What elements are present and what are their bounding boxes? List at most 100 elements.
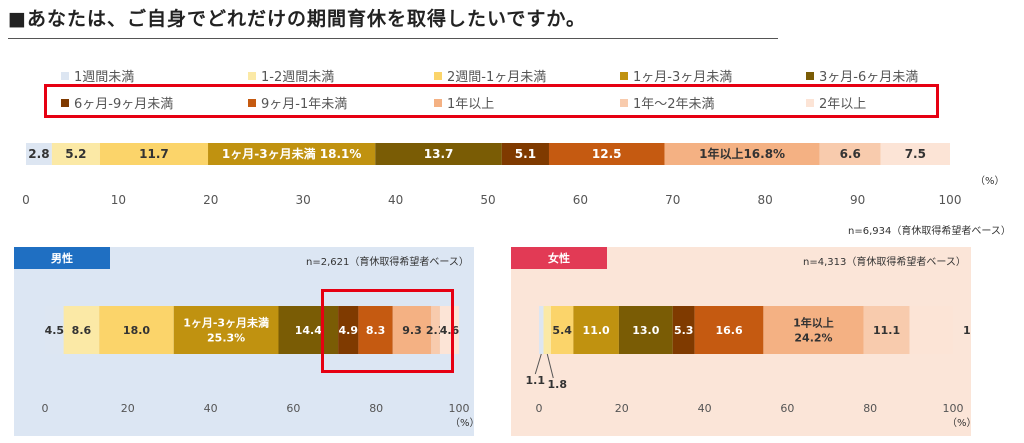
- male-panel: 男性 n=2,621（育休取得希望者ベース） 4.5 8.6 18.0 1ヶ月-3ヶ月…: [14, 247, 480, 436]
- axis-tick-label: 90: [850, 193, 865, 207]
- bar-label: 5.2: [65, 147, 86, 161]
- bar-label: 7.5: [905, 147, 926, 161]
- axis-tick-label: 20: [615, 402, 629, 415]
- bar-label: 13.0: [632, 324, 659, 337]
- bar-segment: [694, 306, 764, 354]
- bar-label: 1年以上: [793, 315, 834, 329]
- axis-tick-label: 100: [943, 402, 964, 415]
- bar-label: 9.3: [402, 324, 422, 337]
- bar-segment: [431, 306, 440, 354]
- bar-label: 12.5: [592, 147, 622, 161]
- bar-segment: [618, 306, 673, 354]
- male-sample-note: n=2,621（育休取得希望者ベース）: [306, 257, 469, 268]
- legend-swatch: [620, 71, 628, 80]
- title-divider: [8, 38, 778, 39]
- legend-swatch: [806, 71, 814, 80]
- bar-segment: [548, 143, 665, 165]
- bar-segment: [375, 143, 502, 165]
- bar-segment: [358, 306, 393, 354]
- female-tab: 女性: [511, 247, 607, 269]
- legend-label: 1-2週間未満: [261, 70, 335, 85]
- bar-label: 8.6: [72, 324, 92, 337]
- bar-segment: [208, 143, 376, 165]
- legend-item: 6ヶ月-9ヶ月未満: [61, 93, 173, 112]
- bar-segment: [51, 143, 100, 165]
- legend-swatch: [434, 71, 442, 80]
- bar-segment: [573, 306, 619, 354]
- axis-tick-label: 20: [121, 402, 135, 415]
- bar-segment: [880, 143, 950, 165]
- axis-tick-label: 60: [780, 402, 794, 415]
- legend-highlight-box: [44, 84, 939, 118]
- bar-label: 10.5: [963, 324, 971, 337]
- legend-swatch: [248, 71, 256, 80]
- bar-segment: [501, 143, 549, 165]
- legend-label: 1ヶ月-3ヶ月未満: [633, 70, 733, 85]
- legend-item: 3ヶ月-6ヶ月未満: [806, 66, 918, 85]
- bar-segment: [439, 306, 459, 354]
- bar-label: 11.7: [139, 147, 169, 161]
- bar-label: 11.0: [583, 324, 610, 337]
- legend-label: 1年～2年未満: [633, 97, 715, 112]
- legend-label: 6ヶ月-9ヶ月未満: [74, 97, 174, 112]
- legend-swatch: [620, 98, 628, 107]
- axis-tick-label: 80: [863, 402, 877, 415]
- axis-tick-label: 100: [449, 402, 470, 415]
- legend-item: 2週間-1ヶ月未満: [434, 66, 546, 85]
- bar-label: 1ヶ月-3ヶ月未満: [183, 315, 269, 329]
- bar-segment: [672, 306, 695, 354]
- bar-label: 4.6: [440, 324, 460, 337]
- bar-label: 4.5: [45, 324, 65, 337]
- legend-label: 1年以上: [447, 97, 495, 112]
- bar-label: 13.7: [424, 147, 454, 161]
- axis-tick-label: 0: [536, 402, 543, 415]
- bar-segment: [338, 306, 359, 354]
- bar-label: 24.2%: [794, 331, 832, 344]
- bar-label: 1ヶ月-3ヶ月未満 18.1%: [222, 146, 362, 161]
- axis-tick-label: 40: [698, 402, 712, 415]
- bar-label: 1.8: [548, 378, 568, 391]
- bar-segment: [539, 306, 544, 354]
- bar-segment: [26, 143, 52, 165]
- female-sample-note: n=4,313（育休取得希望者ベース）: [803, 257, 966, 268]
- bar-label: 2.8: [28, 147, 49, 161]
- legend-swatch: [61, 98, 69, 107]
- male-highlight-box: [321, 289, 454, 373]
- legend-item: 1ヶ月-3ヶ月未満: [620, 66, 732, 85]
- bar-label: 4.9: [339, 324, 359, 337]
- legend-item: 1-2週間未満: [248, 66, 334, 85]
- bar-segment: [551, 306, 574, 354]
- bar-label: 1年以上16.8%: [699, 146, 785, 161]
- male-tab: 男性: [14, 247, 110, 269]
- axis-tick-label: 0: [42, 402, 49, 415]
- legend-swatch: [806, 98, 814, 107]
- axis-tick-label: 100: [939, 193, 962, 207]
- legend-item: 1年以上: [434, 93, 494, 112]
- legend-swatch: [248, 98, 256, 107]
- leader-line: [546, 353, 554, 379]
- bar-segment: [173, 306, 279, 354]
- bar-segment: [863, 306, 910, 354]
- bar-label: 16.6: [715, 324, 742, 337]
- bar-label: 5.3: [674, 324, 694, 337]
- axis-tick-label: 10: [111, 193, 126, 207]
- female-chart: 1.11.8 5.4 11.0 13.0 5.3 16.6 1年以上 24.2% 11.1 10.…: [526, 306, 971, 415]
- axis-tick-label: 40: [204, 402, 218, 415]
- bar-label: 25.3%: [207, 331, 245, 344]
- axis-tick-label: 20: [203, 193, 218, 207]
- bar-segment: [63, 306, 100, 354]
- bar-segment: [99, 143, 209, 165]
- legend-label: 9ヶ月-1年未満: [261, 97, 348, 112]
- bar-label: 11.1: [873, 324, 900, 337]
- axis-tick-label: 80: [758, 193, 773, 207]
- leader-line: [534, 353, 542, 375]
- bar-segment: [763, 306, 864, 354]
- bar-segment: [543, 306, 552, 354]
- legend-label: 3ヶ月-6ヶ月未満: [819, 70, 919, 85]
- bar-segment: [909, 306, 953, 354]
- bar-label: 18.0: [123, 324, 150, 337]
- bar-label: 5.1: [515, 147, 536, 161]
- page-title: ■あなたは、ご自身でどれだけの期間育休を取得したいですか。: [8, 8, 587, 30]
- bar-label: 14.4: [295, 324, 322, 337]
- bar-segment: [99, 306, 174, 354]
